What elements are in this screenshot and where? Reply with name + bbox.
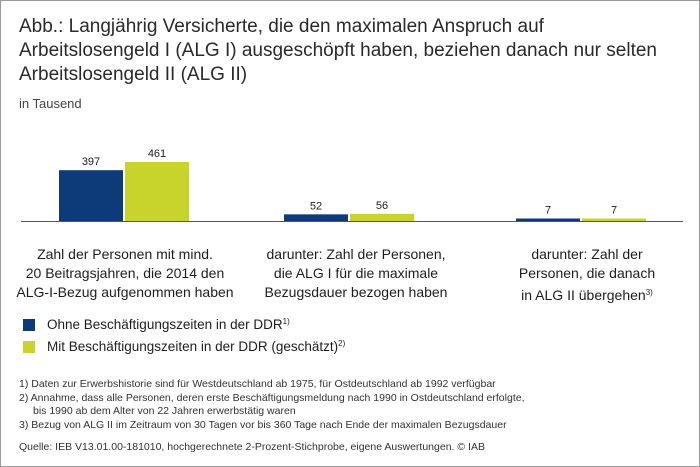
legend-swatch-lime bbox=[23, 341, 35, 353]
title-line: Abb.: Langjährig Versicherte, die den ma… bbox=[19, 16, 544, 37]
bar-value-label: 461 bbox=[148, 148, 166, 160]
bar-series-1-cat-3 bbox=[516, 218, 580, 221]
category-label-line: Bezugsdauer bezogen haben bbox=[264, 284, 448, 300]
bar-value-label: 7 bbox=[545, 205, 551, 217]
legend-label-text: Ohne Beschäftigungszeiten in der DDR bbox=[47, 317, 283, 332]
footnotes: 1) Daten zur Erwerbshistorie sind für We… bbox=[19, 378, 525, 432]
bar-series-2-cat-1 bbox=[125, 162, 189, 221]
bar-value-label: 52 bbox=[310, 200, 322, 212]
bar-chart: 397 461 52 56 7 7 bbox=[21, 148, 683, 222]
footnote-2: 2) Annahme, dass alle Personen, deren er… bbox=[19, 391, 525, 404]
category-label-line: Personen, die danach bbox=[518, 265, 656, 281]
footnote-marker: 1) bbox=[282, 317, 290, 326]
legend-label-text: Mit Beschäftigungszeiten in der DDR (ges… bbox=[47, 339, 339, 354]
category-label-line: die ALG I für die maximale bbox=[273, 265, 439, 281]
bar-series-2-cat-3 bbox=[582, 218, 646, 221]
category-label-1: Zahl der Personen mit mind. 20 Beitragsj… bbox=[9, 245, 241, 302]
bar-value-label: 56 bbox=[376, 200, 388, 212]
category-label-line: Zahl der Personen mit mind. bbox=[37, 246, 213, 262]
source-note: Quelle: IEB V13.01.00-181010, hochgerech… bbox=[19, 441, 485, 453]
category-label-line: in ALG II übergehen3) bbox=[477, 283, 697, 305]
bar-value-label: 7 bbox=[611, 205, 617, 217]
chart-unit-subtitle: in Tausend bbox=[19, 96, 82, 111]
legend-label: Mit Beschäftigungszeiten in der DDR (ges… bbox=[47, 339, 345, 354]
category-label-line: darunter: Zahl der bbox=[531, 246, 643, 262]
category-label-line: ALG-I-Bezug aufgenommen haben bbox=[16, 284, 234, 300]
footnote-3: 3) Bezug von ALG II im Zeitraum von 30 T… bbox=[19, 418, 507, 431]
title-line: Arbeitslosengeld II (ALG II) bbox=[19, 64, 248, 85]
category-label-2: darunter: Zahl der Personen, die ALG I f… bbox=[241, 245, 471, 302]
chart-title: Abb.: Langjährig Versicherte, die den ma… bbox=[19, 15, 689, 87]
footnote-marker: 2) bbox=[338, 339, 346, 348]
category-label-3: darunter: Zahl der Personen, die danach … bbox=[477, 245, 697, 305]
category-label-line: 20 Beitragsjahren, die 2014 den bbox=[25, 265, 225, 281]
bar-series-1-cat-2 bbox=[284, 214, 348, 221]
bar-value-label: 397 bbox=[82, 156, 100, 168]
legend-label: Ohne Beschäftigungszeiten in der DDR1) bbox=[47, 317, 290, 332]
category-label-text: in ALG II übergehen bbox=[521, 287, 646, 303]
footnote-1: 1) Daten zur Erwerbshistorie sind für We… bbox=[19, 378, 496, 390]
footnote-marker: 3) bbox=[645, 288, 653, 297]
bar-series-2-cat-2 bbox=[350, 213, 414, 221]
category-label-line: darunter: Zahl der Personen, bbox=[266, 246, 446, 262]
footnote-2-continued: bis 1990 ab dem Alter von 22 Jahren erwe… bbox=[33, 405, 296, 417]
bar-series-1-cat-1 bbox=[59, 170, 123, 221]
title-line: Arbeitslosengeld I (ALG I) ausgeschöpft … bbox=[19, 40, 657, 61]
legend-swatch-dark-blue bbox=[23, 319, 35, 331]
